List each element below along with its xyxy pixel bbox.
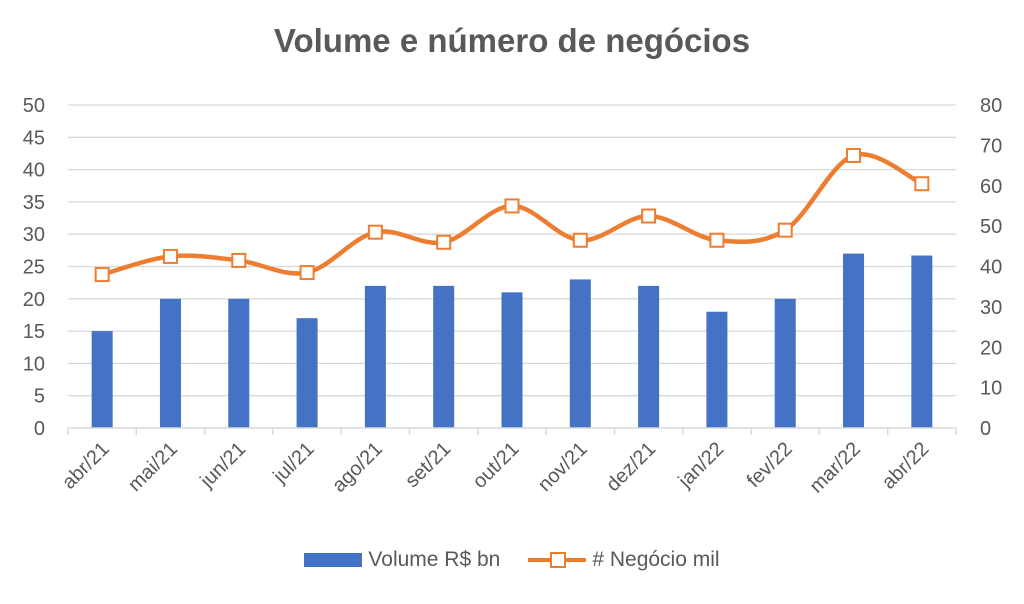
y-left-tick-label: 0 bbox=[34, 418, 45, 440]
x-tick-label: mar/22 bbox=[806, 438, 866, 498]
x-tick-label: abr/21 bbox=[58, 438, 114, 494]
legend-item-volume: Volume R$ bn bbox=[304, 548, 500, 572]
x-tick-label: nov/21 bbox=[534, 438, 592, 496]
y-left-tick-label: 5 bbox=[34, 386, 45, 408]
x-tick-label: fev/22 bbox=[743, 438, 797, 492]
legend-bar-swatch bbox=[304, 553, 363, 567]
y-left-tick-label: 40 bbox=[23, 160, 45, 182]
line-marker bbox=[709, 232, 725, 248]
bar-volume bbox=[638, 285, 660, 428]
line-marker bbox=[572, 232, 588, 248]
line-marker bbox=[231, 252, 247, 268]
chart-title: Volume e número de negócios bbox=[273, 22, 751, 59]
bar-volume bbox=[706, 311, 728, 428]
bar-volume bbox=[911, 255, 933, 428]
y-right-tick-label: 40 bbox=[980, 257, 1002, 279]
bar-volume bbox=[364, 285, 386, 428]
y-right-tick-label: 80 bbox=[980, 95, 1002, 117]
bar-volume bbox=[159, 298, 181, 428]
line-marker bbox=[367, 224, 383, 240]
y-right-tick-label: 20 bbox=[980, 337, 1002, 359]
y-right-tick-label: 60 bbox=[980, 176, 1002, 198]
bar-volume bbox=[91, 331, 113, 428]
x-tick-label: abr/22 bbox=[878, 438, 934, 494]
x-tick-label: jul/21 bbox=[269, 438, 319, 488]
y-left-tick-label: 35 bbox=[23, 192, 45, 214]
line-negocios bbox=[101, 152, 923, 277]
x-tick-label: set/21 bbox=[401, 438, 455, 492]
y-left-tick-label: 45 bbox=[23, 127, 45, 149]
line-marker bbox=[641, 208, 657, 224]
axes bbox=[67, 427, 957, 435]
line-marker bbox=[162, 248, 178, 264]
bar-volume bbox=[843, 253, 865, 428]
y-right-tick-label: 10 bbox=[980, 378, 1002, 400]
x-tick-label: jun/21 bbox=[196, 438, 251, 493]
line-marker bbox=[504, 198, 520, 214]
line-marker bbox=[846, 147, 862, 163]
y-right-tick-label: 50 bbox=[980, 216, 1002, 238]
x-tick-label: ago/21 bbox=[328, 438, 387, 497]
line-marker bbox=[914, 176, 930, 192]
bar-volume bbox=[433, 285, 455, 428]
legend-label-volume: Volume R$ bn bbox=[368, 548, 501, 571]
y-right-tick-label: 30 bbox=[980, 297, 1002, 319]
line-series bbox=[94, 147, 930, 283]
y-left-tick-label: 50 bbox=[23, 95, 45, 117]
legend-line-swatch bbox=[528, 552, 587, 568]
y-left-tick-label: 20 bbox=[23, 289, 45, 311]
line-marker bbox=[436, 234, 452, 250]
line-marker bbox=[94, 267, 110, 283]
y-left-tick-label: 25 bbox=[23, 257, 45, 279]
x-tick-label: mai/21 bbox=[124, 438, 182, 496]
x-tick-label: out/21 bbox=[469, 438, 524, 493]
x-tick-label: jan/22 bbox=[674, 438, 729, 493]
legend: Volume R$ bn # Negócio mil bbox=[0, 548, 1024, 572]
y-right-tick-label: 70 bbox=[980, 135, 1002, 157]
bar-volume bbox=[774, 298, 796, 428]
bar-volume bbox=[501, 292, 523, 428]
line-marker bbox=[299, 265, 315, 281]
legend-item-negocios: # Negócio mil bbox=[528, 548, 720, 572]
x-tick-label: dez/21 bbox=[602, 438, 660, 496]
bar-volume bbox=[296, 318, 318, 428]
line-marker bbox=[777, 222, 793, 238]
y-right-tick-label: 0 bbox=[980, 418, 991, 440]
y-left-tick-label: 15 bbox=[23, 321, 45, 343]
legend-label-negocios: # Negócio mil bbox=[592, 548, 720, 571]
y-left-tick-label: 10 bbox=[23, 353, 45, 375]
y-left-tick-label: 30 bbox=[23, 224, 45, 246]
bar-series bbox=[91, 253, 933, 428]
bar-volume bbox=[569, 279, 591, 428]
bar-volume bbox=[228, 298, 250, 428]
